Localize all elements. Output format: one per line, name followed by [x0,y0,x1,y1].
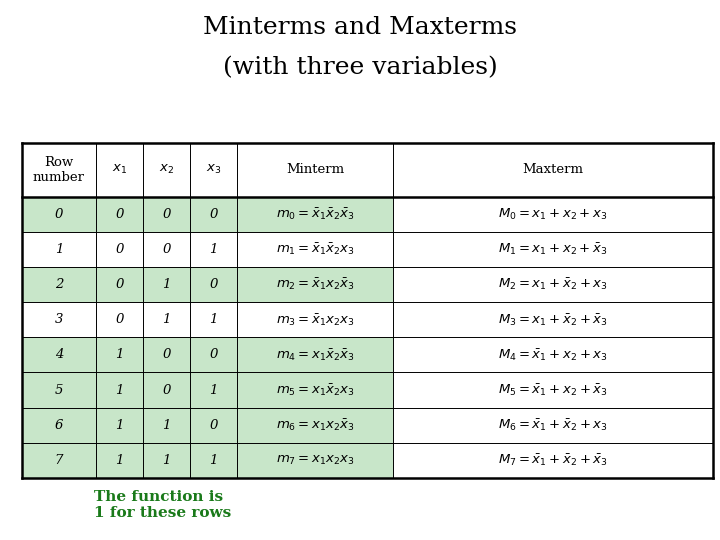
Text: Minterm: Minterm [286,164,344,177]
Text: 0: 0 [116,278,124,291]
Text: 0: 0 [116,313,124,326]
Text: Maxterm: Maxterm [522,164,583,177]
Text: 1: 1 [163,454,171,467]
Text: 1: 1 [210,313,218,326]
Text: 5: 5 [55,383,63,396]
Text: $M_7 = \bar{x}_1 + \bar{x}_2 + \bar{x}_3$: $M_7 = \bar{x}_1 + \bar{x}_2 + \bar{x}_3… [498,453,608,468]
Text: $x_1$: $x_1$ [112,163,127,177]
Text: 0: 0 [163,243,171,256]
Text: $m_6 = x_1 x_2\bar{x}_3$: $m_6 = x_1 x_2\bar{x}_3$ [276,417,354,433]
Text: 0: 0 [210,348,218,361]
Text: 2: 2 [55,278,63,291]
Bar [22,267,393,302]
Text: 0: 0 [116,208,124,221]
Text: $m_1 = \bar{x}_1\bar{x}_2 x_3$: $m_1 = \bar{x}_1\bar{x}_2 x_3$ [276,241,354,257]
Text: 0: 0 [55,208,63,221]
Text: 1: 1 [163,313,171,326]
Text: $m_0 = \bar{x}_1\bar{x}_2\bar{x}_3$: $m_0 = \bar{x}_1\bar{x}_2\bar{x}_3$ [276,206,354,222]
Text: 1: 1 [210,454,218,467]
Text: The function is
1 for these rows: The function is 1 for these rows [94,490,231,520]
Text: 0: 0 [210,208,218,221]
Text: 7: 7 [55,454,63,467]
Text: 0: 0 [163,348,171,361]
Text: 4: 4 [55,348,63,361]
Text: $m_7 = x_1 x_2 x_3$: $m_7 = x_1 x_2 x_3$ [276,454,354,467]
Text: 0: 0 [210,278,218,291]
Text: $M_3 = x_1 + \bar{x}_2 + \bar{x}_3$: $M_3 = x_1 + \bar{x}_2 + \bar{x}_3$ [498,312,608,328]
Text: (with three variables): (with three variables) [222,57,498,80]
Text: $M_0 = x_1 + x_2 + x_3$: $M_0 = x_1 + x_2 + x_3$ [498,207,608,222]
Text: 1: 1 [210,383,218,396]
Text: 1: 1 [116,348,124,361]
Bar [22,338,393,373]
Text: $M_1 = x_1 + x_2 + \bar{x}_3$: $M_1 = x_1 + x_2 + \bar{x}_3$ [498,241,608,257]
Bar [22,197,393,232]
Text: 1: 1 [116,383,124,396]
Text: 3: 3 [55,313,63,326]
Text: $M_6 = \bar{x}_1 + \bar{x}_2 + x_3$: $M_6 = \bar{x}_1 + \bar{x}_2 + x_3$ [498,417,608,433]
Text: $M_5 = \bar{x}_1 + x_2 + \bar{x}_3$: $M_5 = \bar{x}_1 + x_2 + \bar{x}_3$ [498,382,608,398]
Text: 0: 0 [163,208,171,221]
Bar [22,408,393,443]
Bar [22,373,393,408]
Text: $x_2$: $x_2$ [159,163,174,177]
Text: Row
number: Row number [33,156,85,184]
Text: 6: 6 [55,418,63,431]
Text: 1: 1 [163,418,171,431]
Text: $M_2 = x_1 + \bar{x}_2 + x_3$: $M_2 = x_1 + \bar{x}_2 + x_3$ [498,276,608,292]
Text: 1: 1 [116,454,124,467]
Text: 0: 0 [163,383,171,396]
Text: $m_5 = x_1\bar{x}_2 x_3$: $m_5 = x_1\bar{x}_2 x_3$ [276,382,354,398]
Text: $m_4 = x_1\bar{x}_2\bar{x}_3$: $m_4 = x_1\bar{x}_2\bar{x}_3$ [276,347,354,363]
Text: $M_4 = \bar{x}_1 + x_2 + x_3$: $M_4 = \bar{x}_1 + x_2 + x_3$ [498,347,608,363]
Text: 0: 0 [116,243,124,256]
Text: $m_3 = \bar{x}_1 x_2 x_3$: $m_3 = \bar{x}_1 x_2 x_3$ [276,312,354,328]
Text: 1: 1 [116,418,124,431]
Bar [22,443,393,478]
Text: 1: 1 [163,278,171,291]
Text: $m_2 = \bar{x}_1 x_2\bar{x}_3$: $m_2 = \bar{x}_1 x_2\bar{x}_3$ [276,276,354,292]
Text: 1: 1 [210,243,218,256]
Text: 0: 0 [210,418,218,431]
Text: 1: 1 [55,243,63,256]
Text: Minterms and Maxterms: Minterms and Maxterms [203,16,517,39]
Text: $x_3$: $x_3$ [206,163,222,177]
